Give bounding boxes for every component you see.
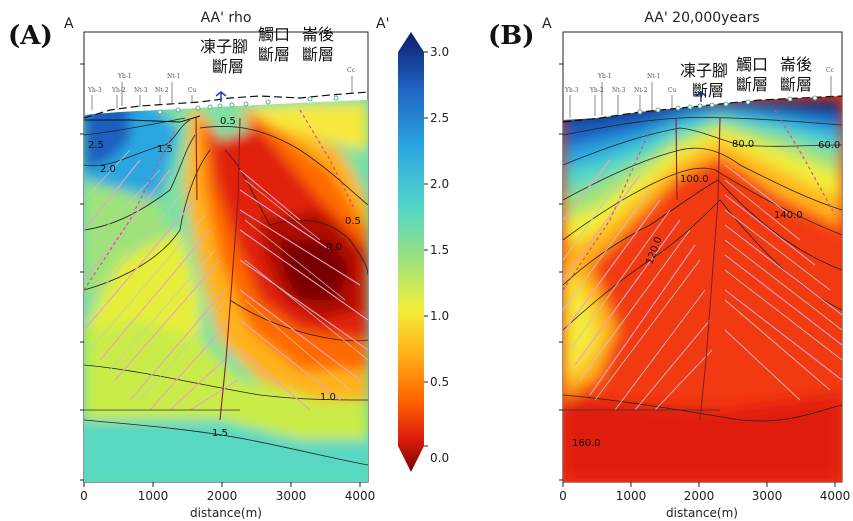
panel-b-well-nt2: Nt-2 — [634, 87, 648, 94]
contour-label: 0.5 — [345, 216, 361, 227]
fault-label-chukou-2: 斷層 — [258, 45, 290, 64]
panel-b-fault-main — [675, 117, 721, 421]
panel-b-well-yh3: Yh-3 — [564, 87, 579, 94]
panel-a-well-cu: Cu — [188, 87, 197, 94]
panel-b-arrow-icon — [695, 91, 707, 102]
panel-a-well-yh1: Yh-1 — [117, 73, 132, 80]
x-tick-label: 4000 — [345, 489, 376, 503]
panel-a-yticks — [80, 63, 84, 481]
contour-label: 160.0 — [572, 438, 601, 449]
x-tick-label: 0 — [80, 489, 88, 503]
panel-b-well-yh2: Yh-2 — [589, 87, 604, 94]
panel-a-heatmap — [84, 100, 368, 482]
x-tick-label: 2000 — [207, 489, 238, 503]
panel-a-title: AA' rho — [201, 10, 252, 26]
contour-label: 1.5 — [157, 144, 173, 155]
x-tick-label: 1000 — [138, 489, 169, 503]
panel-a-well-cc: Cc — [347, 67, 356, 74]
panel-b-yticks — [559, 63, 563, 481]
panel-a-wells: Yh-1 Nt-1 Yh-3 Yh-2 Nt-3 Nt-2 Cu Cc — [87, 67, 356, 115]
panel-b-well-yh1: Yh-1 — [597, 73, 612, 80]
panel-a-well-yh2: Yh-2 — [111, 87, 126, 94]
panel-a-ground-line — [84, 115, 201, 123]
fault-label-lunhou-1: 崙後 — [780, 55, 812, 74]
fault-label-lunhou-1: 崙後 — [302, 25, 334, 44]
panel-a-fault-hatch — [84, 159, 368, 411]
x-tick-label: 2000 — [684, 489, 715, 503]
fault-label-dongzijiao-2: 斷層 — [692, 81, 724, 100]
panel-a-right-marker: A' — [376, 16, 389, 32]
panel-a-well-yh3: Yh-3 — [87, 87, 102, 94]
panel-a-well-nt2: Nt-2 — [155, 87, 169, 94]
x-tick-label: 1000 — [616, 489, 647, 503]
x-tick-label: 4000 — [820, 489, 851, 503]
contour-label: 100.0 — [680, 174, 709, 185]
panel-b-well-cu: Cu — [668, 87, 677, 94]
x-tick-label: 0 — [559, 489, 567, 503]
x-tick-label: 3000 — [752, 489, 783, 503]
colorbar-tick: 3.0 — [430, 45, 449, 59]
colorbar-tick: 1.0 — [430, 309, 449, 323]
panel-b-well-nt1: Nt-1 — [647, 73, 661, 80]
fault-label-chukou-2: 斷層 — [736, 75, 768, 94]
fault-label-chukou-1: 觸口 — [736, 55, 768, 74]
contour-label: 80.0 — [732, 139, 754, 150]
fault-label-chukou-1: 觸口 — [258, 25, 290, 44]
panel-b-title: AA' 20,000years — [644, 10, 759, 26]
fault-label-lunhou-2: 斷層 — [302, 45, 334, 64]
panel-b-grey-hatch — [563, 179, 842, 411]
panel-a-contour-labels: 2.5 2.0 1.5 0.5 0.0 1.0 1.5 0.5 — [88, 116, 361, 439]
panel-a-fault-dashed — [84, 109, 356, 291]
fault-label-dongzijiao-2: 斷層 — [212, 57, 244, 76]
contour-label: 1.0 — [320, 392, 336, 403]
colorbar-tick: 0.5 — [430, 375, 449, 389]
colorbar-gradient — [398, 32, 424, 472]
panel-b-xaxis: 0 1000 2000 3000 4000 distance(m) — [559, 482, 850, 520]
panel-b-well-cc: Cc — [826, 67, 835, 74]
x-tick-label: 3000 — [276, 489, 307, 503]
contour-label: 140.0 — [774, 210, 803, 221]
panel-a-left-marker: A — [64, 16, 74, 32]
panel-a-grey-hatch — [84, 149, 368, 401]
contour-label: 0.5 — [220, 116, 236, 127]
colorbar: 3.0 2.5 2.0 1.5 1.0 0.5 0.0 — [398, 32, 449, 472]
colorbar-tick: 2.5 — [430, 111, 449, 125]
panel-a-fault-labels: 凍子腳 斷層 觸口 斷層 崙後 斷層 — [200, 25, 334, 76]
panel-b-wells: Yh-1 Nt-1 Yh-3 Yh-2 Nt-3 Nt-2 Cu Cc — [564, 67, 835, 118]
contour-label: 1.5 — [212, 428, 228, 439]
contour-label: 2.0 — [100, 164, 116, 175]
panel-a-contours — [84, 117, 368, 466]
contour-label: 2.5 — [88, 140, 104, 151]
panel-b-heatmap — [563, 96, 842, 482]
panel-a-well-nt1: Nt-1 — [167, 73, 181, 80]
colorbar-tick: 2.0 — [430, 177, 449, 191]
panel-a-topography — [83, 91, 369, 119]
panel-a: (A) A AA' rho A' — [8, 10, 389, 520]
panel-a-xlabel: distance(m) — [190, 506, 262, 520]
fault-label-lunhou-2: 斷層 — [780, 75, 812, 94]
panel-a-xaxis: 0 1000 2000 3000 4000 distance(m) — [80, 482, 375, 520]
panel-b-left-marker: A — [542, 16, 552, 32]
fault-label-dongzijiao-1: 凍子腳 — [200, 37, 248, 56]
panel-a-arrow-icon — [215, 91, 227, 102]
panel-b-letter: (B) — [488, 21, 535, 51]
colorbar-tick: 1.5 — [430, 243, 449, 257]
panel-b-xlabel: distance(m) — [666, 506, 738, 520]
panel-b-fault-hatch — [563, 159, 842, 396]
panel-b-fault-labels: 凍子腳 斷層 觸口 斷層 崙後 斷層 — [680, 55, 812, 100]
panel-a-letter: (A) — [8, 21, 53, 51]
panel-b-well-nt3: Nt-3 — [612, 87, 626, 94]
panel-b-fault-dashed — [563, 109, 836, 291]
panel-a-fault-main — [195, 117, 241, 421]
panel-b: (B) A AA' 20,000years — [488, 10, 850, 520]
contour-label: 60.0 — [818, 140, 840, 151]
contour-label: 0.0 — [326, 242, 342, 253]
panel-a-well-nt3: Nt-3 — [134, 87, 148, 94]
fault-label-dongzijiao-1: 凍子腳 — [680, 61, 728, 80]
colorbar-tick: 0.0 — [430, 451, 449, 465]
